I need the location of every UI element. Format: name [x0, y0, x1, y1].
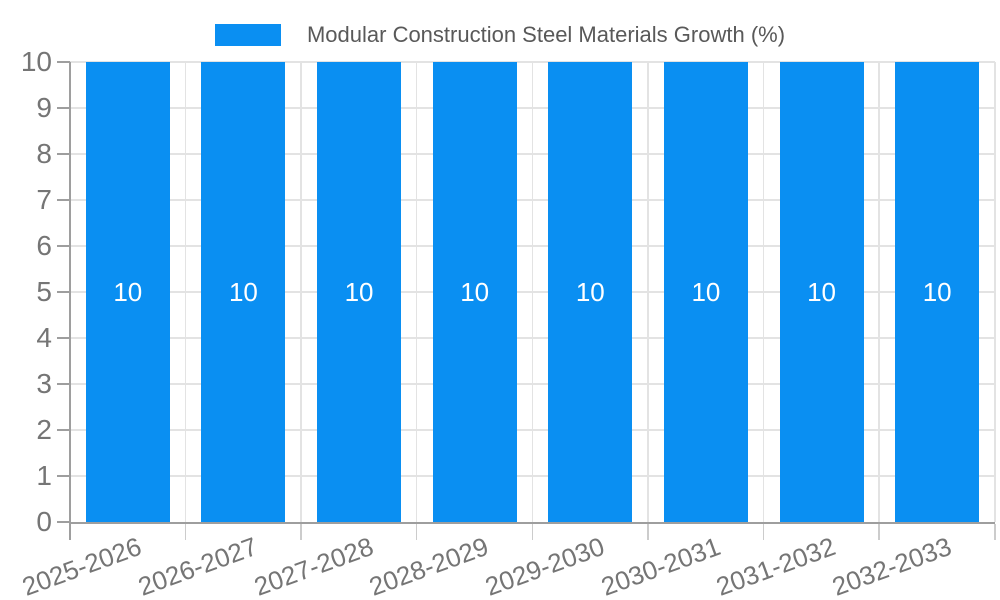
x-axis-label: 2025-2026	[18, 531, 146, 600]
y-axis-label: 0	[36, 506, 52, 537]
y-axis-label: 9	[36, 92, 52, 123]
x-axis-tick	[531, 524, 533, 540]
x-axis-label: 2026-2027	[134, 531, 262, 600]
y-gridline	[70, 61, 995, 63]
bar-value-label: 10	[228, 277, 258, 307]
y-axis-tick	[57, 429, 70, 431]
bar-value-label: 10	[113, 277, 143, 307]
bar[interactable]: 10	[779, 62, 864, 522]
y-axis-label: 6	[36, 230, 52, 261]
bar[interactable]: 10	[85, 62, 170, 522]
y-axis-label: 10	[20, 46, 52, 77]
legend-swatch	[214, 24, 281, 46]
x-axis-label: 2032-2033	[828, 531, 956, 600]
y-axis-tick	[57, 383, 70, 385]
y-axis-tick	[57, 291, 70, 293]
x-gridline	[878, 62, 880, 522]
x-gridline	[300, 62, 302, 522]
bar-value-label: 10	[807, 277, 837, 307]
x-axis-tick	[878, 524, 880, 540]
x-axis-tick	[762, 524, 765, 540]
x-gridline	[762, 62, 765, 522]
x-axis-tick	[994, 524, 996, 540]
y-axis-label: 3	[36, 368, 52, 399]
y-axis-tick	[57, 199, 70, 201]
x-axis-label: 2028-2029	[365, 531, 493, 600]
bar-value-label: 10	[922, 277, 952, 307]
bar[interactable]: 10	[432, 62, 517, 522]
x-gridline	[415, 62, 418, 522]
y-axis-tick	[57, 107, 70, 109]
bar-value-label: 10	[460, 277, 490, 307]
y-axis-label: 7	[36, 184, 52, 215]
legend-label: Modular Construction Steel Materials Gro…	[306, 22, 786, 47]
y-axis-label: 2	[36, 414, 52, 445]
y-axis-tick	[57, 521, 70, 523]
bar-value-label: 10	[691, 277, 721, 307]
x-gridline	[184, 62, 187, 522]
bar[interactable]: 10	[663, 62, 748, 522]
chart-legend[interactable]: Modular Construction Steel Materials Gro…	[0, 22, 1000, 48]
x-axis-label: 2031-2032	[712, 531, 840, 600]
x-gridline	[647, 62, 649, 522]
x-axis-tick	[300, 524, 302, 540]
bar-value-label: 10	[344, 277, 374, 307]
y-axis-label: 1	[36, 460, 52, 491]
x-axis-label: 2027-2028	[249, 531, 377, 600]
y-axis-tick	[57, 475, 70, 477]
y-axis-tick	[57, 337, 70, 339]
y-axis-tick	[57, 61, 70, 63]
y-axis-label: 8	[36, 138, 52, 169]
x-axis-label: 2030-2031	[596, 531, 724, 600]
y-axis-tick	[57, 245, 70, 247]
x-axis-label: 2029-2030	[481, 531, 609, 600]
bar[interactable]: 10	[201, 62, 286, 522]
x-gridline	[994, 62, 996, 522]
y-axis-tick	[57, 153, 70, 155]
y-axis-label: 5	[36, 276, 52, 307]
y-axis-label: 4	[36, 322, 52, 353]
bar[interactable]: 10	[317, 62, 402, 522]
x-axis-tick	[647, 524, 649, 540]
bar-value-label: 10	[575, 277, 605, 307]
y-axis-line	[69, 62, 71, 540]
bar[interactable]: 10	[548, 62, 633, 522]
bar[interactable]: 10	[895, 62, 980, 522]
x-gridline	[531, 62, 533, 522]
x-axis-tick	[415, 524, 418, 540]
x-axis-line	[69, 522, 995, 524]
x-axis-tick	[184, 524, 187, 540]
